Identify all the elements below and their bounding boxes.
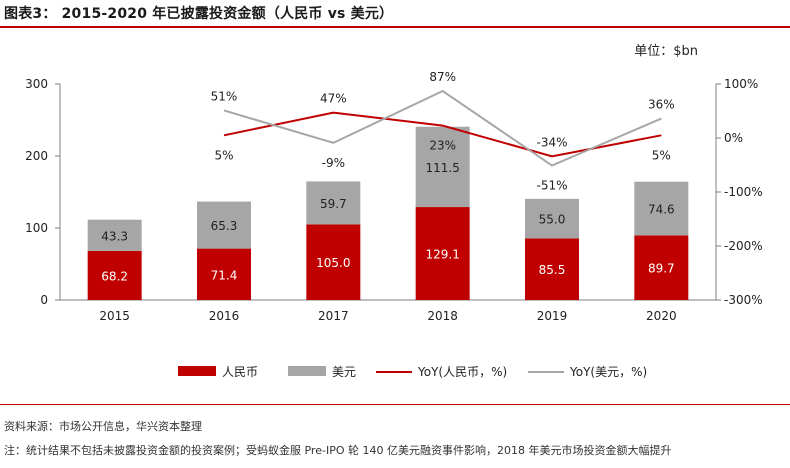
yoy-usd-label: 51% — [211, 89, 238, 103]
source-text: 资料来源：市场公开信息，华兴资本整理 — [4, 420, 202, 433]
yoy-usd-label: -51% — [536, 179, 567, 193]
bar-rmb-label: 71.4 — [211, 268, 238, 282]
title-divider — [0, 26, 790, 28]
yoy-usd-label: 36% — [648, 98, 675, 112]
bar-rmb — [306, 224, 361, 300]
x-tick-label: 2016 — [209, 309, 240, 323]
bar-usd — [415, 126, 470, 208]
bar-rmb — [525, 238, 579, 300]
bar-rmb-label: 68.2 — [101, 269, 128, 283]
y2-tick-label: 0% — [724, 131, 743, 145]
footer-divider — [0, 404, 790, 405]
bar-usd-label: 65.3 — [211, 219, 238, 233]
y-tick-label: 300 — [25, 77, 48, 91]
bar-usd — [87, 219, 142, 251]
bar-usd — [306, 181, 361, 225]
bar-usd-label: 43.3 — [101, 229, 128, 243]
bar-rmb — [634, 235, 689, 300]
bar-rmb — [415, 207, 470, 300]
x-tick-label: 2017 — [318, 309, 349, 323]
x-tick-label: 2019 — [537, 309, 568, 323]
bar-rmb-label: 85.5 — [539, 263, 566, 277]
legend-yoy-usd-text: YoY(美元，%) — [569, 365, 647, 379]
y2-tick-label: -100% — [724, 185, 763, 199]
legend-rmb-text: 人民币 — [222, 365, 258, 379]
yoy-rmb-label: 47% — [320, 92, 347, 106]
x-tick-label: 2015 — [99, 309, 130, 323]
bar-rmb-label: 129.1 — [425, 248, 459, 262]
y2-tick-label: -200% — [724, 239, 763, 253]
legend-usd-swatch — [288, 366, 326, 376]
y-tick-label: 100 — [25, 221, 48, 235]
legend-rmb-swatch — [178, 366, 216, 376]
bar-rmb-label: 89.7 — [648, 262, 675, 276]
bar-usd-label: 74.6 — [648, 203, 675, 217]
yoy-rmb-label: 23% — [429, 139, 456, 153]
bar-rmb — [87, 250, 142, 300]
yoy-rmb-label: -34% — [536, 135, 567, 149]
bar-usd-label: 59.7 — [320, 197, 347, 211]
yoy-usd-label: 87% — [429, 70, 456, 84]
bar-usd — [525, 198, 579, 239]
y-tick-label: 0 — [40, 293, 48, 307]
bar-rmb — [197, 248, 251, 300]
yoy-rmb-label: 5% — [214, 148, 233, 162]
y-tick-label: 200 — [25, 149, 48, 163]
x-tick-label: 2020 — [646, 309, 677, 323]
chart-title: 图表3： 2015-2020 年已披露投资金额（人民币 vs 美元） — [4, 6, 394, 22]
bar-usd — [197, 201, 251, 249]
yoy-usd-label: -9% — [322, 156, 345, 170]
x-tick-label: 2018 — [427, 309, 458, 323]
unit-label: 单位：$bn — [634, 44, 698, 59]
y2-tick-label: -300% — [724, 293, 763, 307]
bar-usd-label: 55.0 — [539, 213, 566, 227]
bar-rmb-label: 105.0 — [316, 256, 350, 270]
investment-chart: 0 100 200 300 -300% -200% -100% 0% 100% 68.2 43.3 2… — [25, 70, 763, 379]
note-text: 注：统计结果不包括未披露投资金额的投资案例；受蚂蚁金服 Pre-IPO 轮 14… — [4, 444, 672, 457]
bar-usd — [634, 181, 689, 236]
line-yoy-usd — [223, 89, 662, 167]
bar-usd-label: 111.5 — [425, 161, 459, 175]
y2-tick-label: 100% — [724, 77, 758, 91]
legend-yoy-rmb-text: YoY(人民币，%) — [417, 365, 507, 379]
legend-usd-text: 美元 — [332, 365, 356, 379]
yoy-rmb-label: 5% — [652, 148, 671, 162]
